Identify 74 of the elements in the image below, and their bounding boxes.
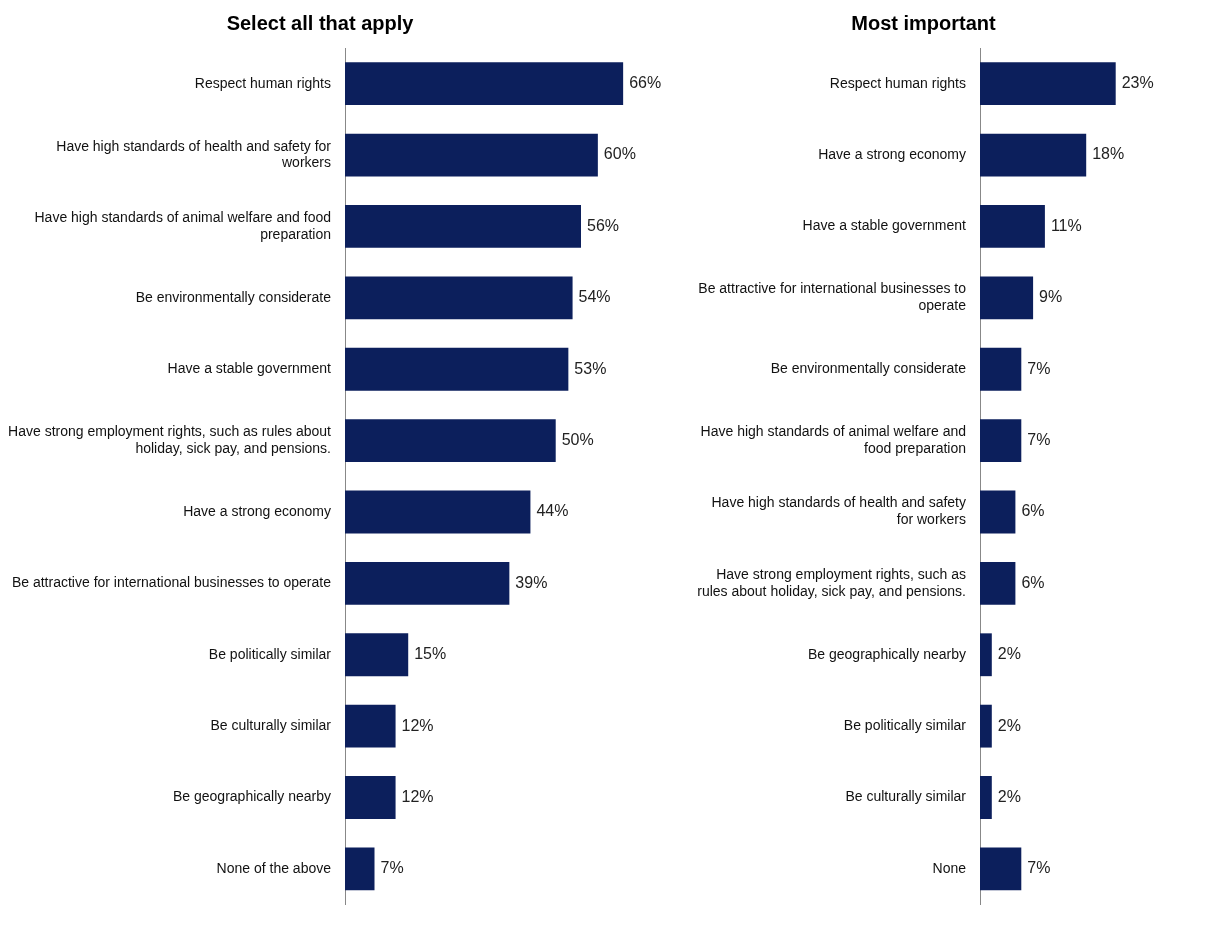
y-tick-label: Be environmentally considerate: [770, 360, 967, 377]
bar: [345, 347, 569, 391]
data-label: 2%: [997, 787, 1021, 805]
data-label: 66%: [629, 74, 662, 92]
data-label: 6%: [1021, 502, 1045, 520]
y-tick-label: Be culturally similar: [845, 788, 967, 805]
bar: [345, 633, 409, 677]
data-label: 7%: [1027, 431, 1051, 449]
y-tick-label: Have strong employment rights, such as rules about holiday, sick pay, and pensions.: [697, 565, 966, 599]
y-tick-label: Have strong employment rights, such as rules about holiday, sick pay, and pensions.: [8, 423, 332, 456]
bar: [345, 561, 510, 605]
bar: [345, 847, 375, 891]
data-label: 9%: [1039, 288, 1063, 306]
bar: [980, 419, 1022, 463]
bar: [345, 133, 598, 177]
y-tick-label: Have a strong economy: [818, 145, 966, 162]
y-tick-label: Respect human rights: [829, 74, 966, 91]
y-tick-label: Have high standards of health and safety for workers: [711, 494, 966, 528]
data-label: 2%: [997, 716, 1021, 734]
y-tick-label: None of the above: [216, 859, 332, 876]
data-label: 6%: [1021, 573, 1045, 591]
bar: [980, 776, 992, 819]
bar: [980, 205, 1045, 248]
data-label: 60%: [603, 145, 636, 163]
data-label: 23%: [1121, 74, 1154, 92]
data-label: 39%: [515, 573, 548, 591]
bar: [345, 704, 396, 748]
data-label: 12%: [401, 716, 434, 734]
data-label: 7%: [380, 859, 404, 877]
bar: [980, 847, 1022, 891]
y-tick-label: Be culturally similar: [210, 717, 332, 733]
bar: [345, 419, 556, 463]
y-tick-label: Be environmentally considerate: [135, 288, 332, 305]
bar: [345, 490, 531, 534]
y-tick-label: Be politically similar: [843, 717, 967, 733]
y-tick-label: Have a strong economy: [183, 502, 331, 519]
data-label: 7%: [1027, 859, 1051, 877]
chart-title: Select all that apply: [226, 11, 415, 34]
y-tick-label: Respect human rights: [194, 74, 331, 91]
bar: [980, 633, 992, 677]
chart-title: Most important: [851, 11, 997, 34]
bar: [345, 776, 396, 819]
data-label: 54%: [578, 288, 611, 306]
y-tick-label: Be attractive for international businesses to operate: [11, 574, 332, 591]
bar: [980, 347, 1022, 391]
bar: [345, 276, 573, 320]
y-tick-label: Have a stable government: [167, 360, 332, 377]
y-tick-label: Be geographically nearby: [808, 645, 966, 662]
data-label: 44%: [536, 502, 569, 520]
y-tick-label: Have high standards of animal welfare and food preparation: [700, 423, 966, 456]
data-label: 15%: [414, 645, 447, 663]
y-tick-label: Have high standards of animal welfare and food preparation: [34, 208, 331, 242]
data-label: 53%: [574, 359, 607, 377]
y-tick-label: Have high standards of health and safety for workers: [56, 137, 332, 171]
data-label: 18%: [1092, 145, 1125, 163]
bar: [980, 561, 1016, 605]
data-label: 2%: [997, 645, 1021, 663]
y-tick-label: Be geographically nearby: [173, 788, 331, 805]
bar: [980, 490, 1016, 534]
y-tick-label: None: [932, 859, 967, 876]
y-tick-label: Have a stable government: [802, 217, 967, 234]
y-tick-label: Be attractive for international businesses to operate: [698, 280, 967, 314]
bar: [980, 276, 1034, 320]
y-tick-label: Be politically similar: [208, 645, 332, 662]
bar: [980, 133, 1087, 177]
bar: [345, 62, 624, 106]
bar: [980, 62, 1116, 106]
data-label: 7%: [1027, 359, 1051, 377]
bar: [345, 205, 581, 248]
data-label: 56%: [587, 216, 620, 234]
data-label: 50%: [561, 431, 594, 449]
data-label: 11%: [1050, 216, 1082, 234]
bar: [980, 704, 992, 748]
data-label: 12%: [401, 787, 434, 805]
